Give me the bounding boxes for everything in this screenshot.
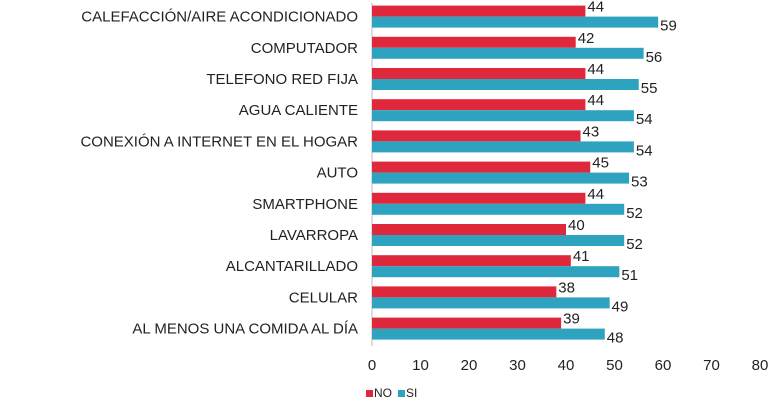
bar — [372, 255, 571, 267]
x-tick-label: 50 — [606, 357, 623, 374]
data-label: 45 — [592, 155, 609, 172]
x-tick-label: 20 — [461, 357, 478, 374]
y-tick-label: AUTO — [317, 165, 358, 182]
bar — [372, 172, 630, 184]
data-label: 59 — [660, 18, 677, 35]
x-tick-label: 10 — [412, 357, 429, 374]
data-label: 44 — [587, 61, 604, 78]
bar — [372, 224, 566, 235]
data-label: 54 — [636, 142, 653, 159]
y-tick-label: AGUA CALIENTE — [239, 102, 358, 119]
bar — [372, 286, 557, 298]
data-label: 40 — [568, 217, 585, 234]
legend-label: NO — [374, 386, 392, 400]
x-tick-label: 80 — [752, 357, 769, 374]
y-tick-label: CALEFACCIÓN/AIRE ACONDICIONADO — [81, 9, 358, 26]
data-label: 44 — [587, 186, 604, 203]
legend-swatch — [398, 390, 405, 397]
y-tick-label: LAVARROPA — [270, 227, 358, 244]
y-tick-label: CONEXIÓN A INTERNET EN EL HOGAR — [80, 133, 358, 150]
bar — [372, 161, 591, 173]
data-label: 51 — [621, 267, 638, 284]
bar — [372, 110, 634, 122]
data-label: 48 — [607, 330, 624, 347]
data-label: 54 — [636, 111, 653, 128]
x-tick-label: 0 — [368, 357, 376, 374]
data-label: 44 — [587, 0, 604, 16]
bar — [372, 36, 576, 48]
bar — [372, 130, 581, 142]
bar — [372, 47, 644, 59]
bar — [372, 5, 586, 17]
x-tick-label: 60 — [655, 357, 672, 374]
bar — [372, 266, 620, 278]
y-tick-label: ALCANTARILLADO — [226, 258, 358, 275]
y-tick-label: CELULAR — [289, 289, 358, 306]
bar — [372, 235, 625, 246]
bar — [372, 203, 625, 215]
y-tick-label: SMARTPHONE — [252, 196, 358, 213]
y-tick-label: AL MENOS UNA COMIDA AL DÍA — [132, 321, 358, 338]
data-label: 49 — [612, 298, 629, 315]
x-tick-label: 70 — [703, 357, 720, 374]
bar — [372, 99, 586, 111]
data-label: 42 — [578, 30, 595, 47]
y-tick-label: TELEFONO RED FIJA — [206, 71, 358, 88]
data-label: 41 — [573, 248, 590, 265]
data-label: 52 — [626, 236, 643, 253]
bar — [372, 192, 586, 204]
data-label: 44 — [587, 92, 604, 109]
x-tick-label: 40 — [558, 357, 575, 374]
bar — [372, 68, 586, 79]
x-tick-label: 30 — [509, 357, 526, 374]
legend-label: SI — [406, 386, 417, 400]
bar — [372, 16, 659, 28]
data-label: 39 — [563, 311, 580, 328]
data-label: 38 — [558, 279, 575, 296]
data-label: 52 — [626, 205, 643, 222]
y-tick-label: COMPUTADOR — [251, 40, 358, 57]
data-label: 43 — [583, 123, 600, 140]
data-label: 55 — [641, 80, 658, 97]
bar — [372, 141, 634, 153]
bar — [372, 317, 562, 329]
bar — [372, 297, 610, 309]
bar — [372, 79, 639, 90]
legend-swatch — [366, 390, 373, 397]
bar — [372, 328, 605, 340]
data-label: 56 — [646, 49, 663, 66]
data-label: 53 — [631, 174, 648, 191]
